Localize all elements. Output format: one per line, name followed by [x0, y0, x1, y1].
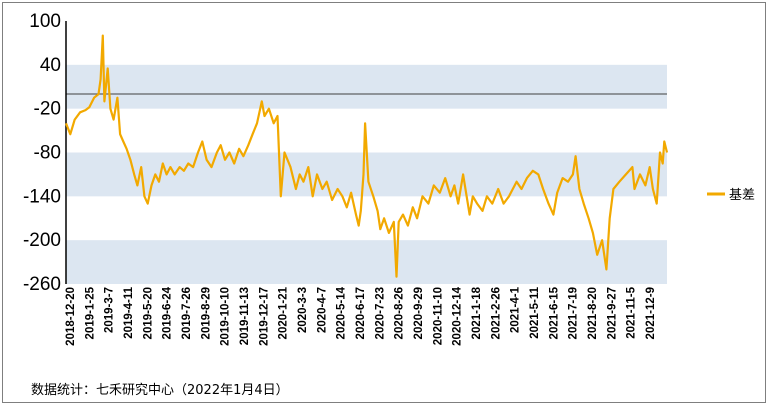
x-tick-label: 2021-5-11: [529, 286, 541, 338]
series-group: [64, 34, 669, 278]
x-tick-label: 2019-10-10: [220, 287, 232, 346]
x-tick-label: 2019-8-29: [200, 287, 212, 339]
x-tick-label: 2019-6-24: [162, 286, 174, 339]
x-tick-label: 2020-11-10: [432, 287, 444, 345]
y-tick-labels: 100 40 -20 -80 -140 -200 -260: [23, 11, 61, 295]
x-tick-label: 2018-12-20: [65, 287, 77, 346]
shaded-band-0: [66, 64, 667, 109]
x-tick-label: 2019-12-17: [258, 287, 270, 346]
x-tick-label: 2021-6-15: [548, 286, 560, 339]
y-tick-label: -260: [23, 274, 61, 295]
x-tick-label: 2021-11-5: [626, 286, 638, 338]
x-tick-label: 2021-12-9: [645, 287, 657, 339]
x-tick-labels: 2018-12-20 2019-1-25 2019-3-7 2019-4-11 2019…: [65, 286, 657, 345]
x-tick-label: 2021-2-26: [490, 287, 502, 339]
y-tick-label: -80: [34, 143, 61, 164]
x-tick-label: 2021-9-27: [606, 287, 618, 339]
x-tick-label: 2020-6-17: [355, 287, 367, 339]
y-tick-label: -200: [23, 230, 61, 251]
chart-frame: 100 40 -20 -80 -140 -200 -260 2018-12-20 2019-1…: [2, 2, 766, 403]
x-tick-label: 2019-11-13: [239, 287, 251, 345]
x-tick-label: 2020-12-14: [452, 286, 464, 345]
line-chart: 100 40 -20 -80 -140 -200 -260 2018-12-20 2019-1…: [23, 11, 755, 346]
series-line-0: [64, 34, 669, 278]
x-tick-label: 2020-3-3: [297, 287, 309, 333]
x-tick-label: 2021-4-1: [510, 286, 522, 333]
x-tick-label: 2021-8-20: [587, 287, 599, 339]
x-tick-label: 2020-8-26: [394, 287, 406, 339]
x-tick-label: 2020-5-14: [336, 286, 348, 339]
shaded-band-2: [66, 240, 667, 284]
x-tick-label: 2020-4-7: [316, 287, 328, 333]
x-tick-label: 2019-4-11: [123, 286, 135, 338]
y-tick-label: 100: [29, 11, 61, 32]
y-tick-label: -20: [34, 99, 61, 120]
x-tick-label: 2019-3-7: [104, 287, 116, 333]
x-tick-label: 2021-1-18: [471, 286, 483, 339]
x-tick-label: 2019-1-25: [84, 286, 96, 339]
x-tick-label: 2019-5-20: [142, 287, 154, 339]
x-tick-label: 2021-7-19: [568, 287, 580, 339]
y-tick-label: 40: [40, 55, 61, 76]
legend: 基差: [707, 188, 755, 203]
x-tick-label: 2019-7-26: [181, 287, 193, 339]
source-note: 数据统计：七禾研究中心（2022年1月4日）: [31, 383, 289, 398]
legend-label-basis: 基差: [729, 188, 755, 203]
x-tick-label: 2020-1-21: [278, 286, 290, 339]
x-tick-label: 2020-9-29: [413, 287, 425, 339]
y-tick-label: -140: [23, 186, 61, 207]
x-tick-label: 2020-7-23: [374, 287, 386, 339]
